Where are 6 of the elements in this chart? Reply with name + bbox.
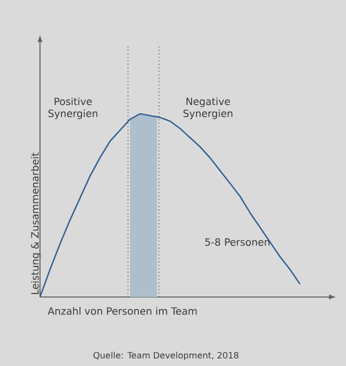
source-note: Quelle: Team Development, 2018 [94,352,238,360]
annotation: 5-8 Personen [205,238,270,246]
x-axis-title: Anzahl von Personen im Team [48,307,197,315]
annotation: Positive Synergien [48,97,98,120]
annotation: Negative Synergien [184,97,232,120]
y-axis-title: Leistung & Zusammenarbeit [30,152,41,294]
